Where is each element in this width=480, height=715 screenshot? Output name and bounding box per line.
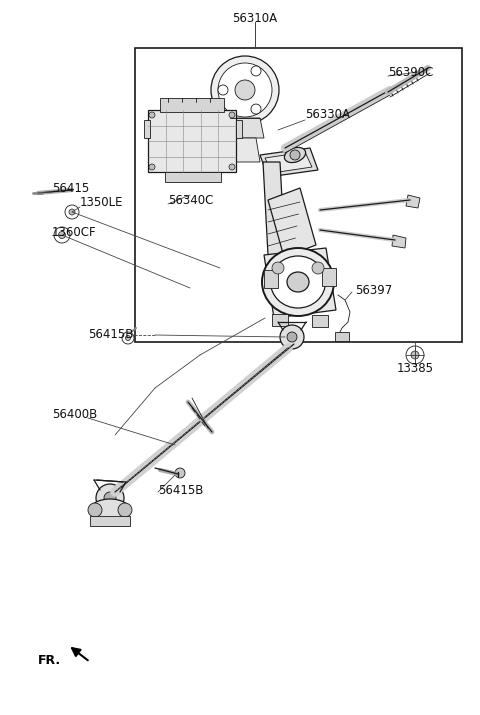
Text: 1350LE: 1350LE	[80, 197, 123, 209]
Circle shape	[175, 468, 185, 478]
Polygon shape	[264, 248, 336, 318]
Circle shape	[149, 164, 155, 170]
Circle shape	[229, 164, 235, 170]
Circle shape	[96, 484, 124, 512]
Text: 56415: 56415	[52, 182, 89, 194]
Bar	[90, 516, 130, 526]
Polygon shape	[226, 118, 264, 138]
Circle shape	[59, 232, 65, 239]
Circle shape	[251, 104, 261, 114]
Circle shape	[65, 205, 79, 219]
Circle shape	[149, 112, 155, 118]
Bar	[272, 314, 288, 326]
Text: 56340C: 56340C	[168, 194, 214, 207]
Ellipse shape	[284, 147, 306, 162]
Bar	[135, 48, 462, 342]
Circle shape	[54, 227, 70, 243]
Circle shape	[272, 262, 284, 274]
Polygon shape	[230, 138, 260, 162]
Circle shape	[125, 335, 131, 340]
Polygon shape	[406, 195, 420, 208]
Ellipse shape	[271, 256, 325, 308]
Text: 56415B: 56415B	[88, 328, 133, 342]
Polygon shape	[392, 235, 406, 248]
Circle shape	[122, 332, 134, 344]
Bar	[264, 270, 278, 288]
Polygon shape	[265, 152, 312, 173]
Ellipse shape	[287, 272, 309, 292]
Text: 56397: 56397	[355, 284, 392, 297]
Text: 56415B: 56415B	[158, 483, 204, 496]
Circle shape	[229, 112, 235, 118]
Ellipse shape	[235, 80, 255, 100]
Circle shape	[88, 503, 102, 517]
Text: 1360CF: 1360CF	[52, 225, 96, 239]
Text: 56310A: 56310A	[232, 11, 277, 24]
Polygon shape	[260, 148, 318, 177]
Text: 56390C: 56390C	[388, 66, 433, 79]
Bar	[335, 332, 349, 341]
Text: 56330A: 56330A	[305, 109, 350, 122]
Bar	[165, 172, 221, 182]
Circle shape	[251, 66, 261, 76]
Ellipse shape	[90, 499, 130, 521]
Text: 56400B: 56400B	[52, 408, 97, 422]
Bar	[322, 268, 336, 286]
Circle shape	[218, 85, 228, 95]
Circle shape	[118, 503, 132, 517]
Polygon shape	[268, 188, 316, 257]
Circle shape	[290, 150, 300, 160]
Circle shape	[280, 325, 304, 349]
Bar	[236, 120, 242, 138]
Text: FR.: FR.	[38, 654, 61, 666]
Circle shape	[69, 209, 75, 215]
Ellipse shape	[211, 56, 279, 124]
Circle shape	[411, 351, 419, 359]
Circle shape	[312, 262, 324, 274]
Circle shape	[104, 492, 116, 504]
Circle shape	[406, 346, 424, 364]
Bar	[160, 98, 224, 112]
Bar	[148, 110, 236, 172]
Polygon shape	[263, 162, 285, 255]
Circle shape	[287, 332, 297, 342]
Ellipse shape	[262, 248, 334, 316]
Bar	[144, 120, 150, 138]
Text: 13385: 13385	[396, 362, 433, 375]
Bar	[312, 315, 328, 327]
Ellipse shape	[218, 63, 272, 117]
